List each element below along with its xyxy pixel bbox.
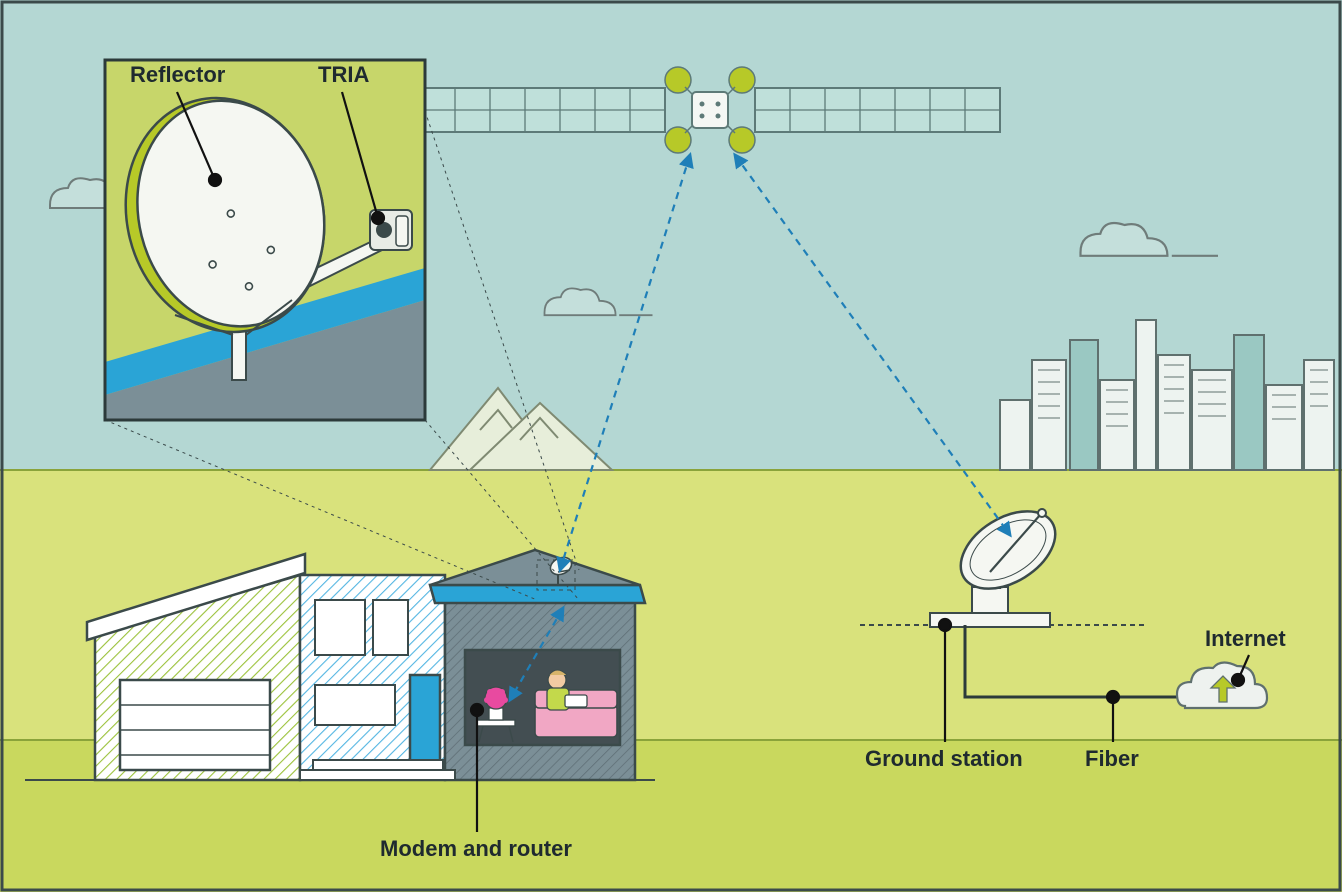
reflector-label: Reflector: [130, 62, 225, 88]
ground-station-label: Ground station: [865, 746, 1023, 772]
diagram-svg: [0, 0, 1342, 892]
fiber-label: Fiber: [1085, 746, 1139, 772]
diagram-canvas: Reflector TRIA Modem and router Ground s…: [0, 0, 1342, 892]
inset-panel: [101, 60, 425, 420]
modem-label: Modem and router: [380, 836, 572, 862]
internet-label: Internet: [1205, 626, 1286, 652]
tria-label: TRIA: [318, 62, 369, 88]
